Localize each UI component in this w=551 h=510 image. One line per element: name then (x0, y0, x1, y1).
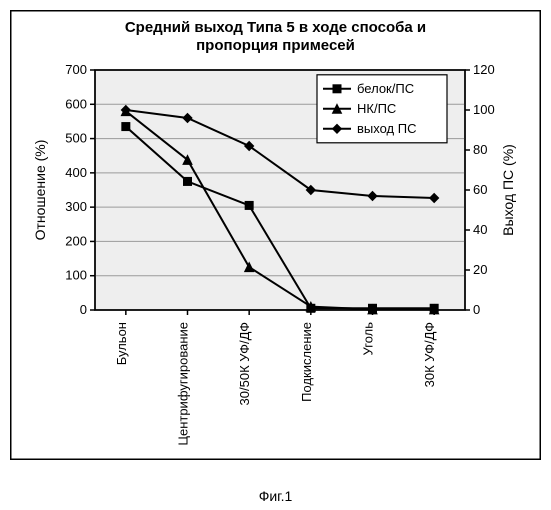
y2-tick-label: 80 (473, 142, 487, 157)
y1-tick-label: 0 (80, 302, 87, 317)
y2-tick-label: 120 (473, 62, 495, 77)
y1-tick-label: 100 (65, 268, 87, 283)
y2-tick-label: 40 (473, 222, 487, 237)
y1-tick-label: 500 (65, 131, 87, 146)
chart: Средний выход Типа 5 в ходе способа ипро… (10, 10, 541, 460)
y2-axis-label: Выход ПС (%) (500, 144, 516, 236)
y2-tick-label: 20 (473, 262, 487, 277)
y1-tick-label: 400 (65, 165, 87, 180)
y1-tick-label: 600 (65, 96, 87, 111)
chart-title: Средний выход Типа 5 в ходе способа и (125, 19, 426, 36)
y2-tick-label: 100 (473, 102, 495, 117)
legend-label: белок/ПС (357, 81, 414, 96)
y2-tick-label: 60 (473, 182, 487, 197)
y1-tick-label: 700 (65, 62, 87, 77)
y1-tick-label: 300 (65, 199, 87, 214)
legend-label: НК/ПС (357, 101, 396, 116)
y1-axis-label: Отношение (%) (32, 140, 48, 241)
x-tick-label: Центрифугирование (176, 322, 191, 446)
x-tick-label: Уголь (361, 322, 376, 356)
figure-container: Средний выход Типа 5 в ходе способа ипро… (0, 10, 551, 510)
x-tick-label: 30/50К УФ/ДФ (237, 322, 252, 406)
y1-tick-label: 200 (65, 233, 87, 248)
legend-label: выход ПС (357, 121, 416, 136)
chart-title-line2: пропорция примесей (196, 37, 355, 54)
figure-caption: Фиг.1 (0, 488, 551, 504)
x-tick-label: Подкисление (299, 322, 314, 402)
x-tick-label: 30К УФ/ДФ (422, 322, 437, 387)
y2-tick-label: 0 (473, 302, 480, 317)
x-tick-label: Бульон (114, 322, 129, 365)
